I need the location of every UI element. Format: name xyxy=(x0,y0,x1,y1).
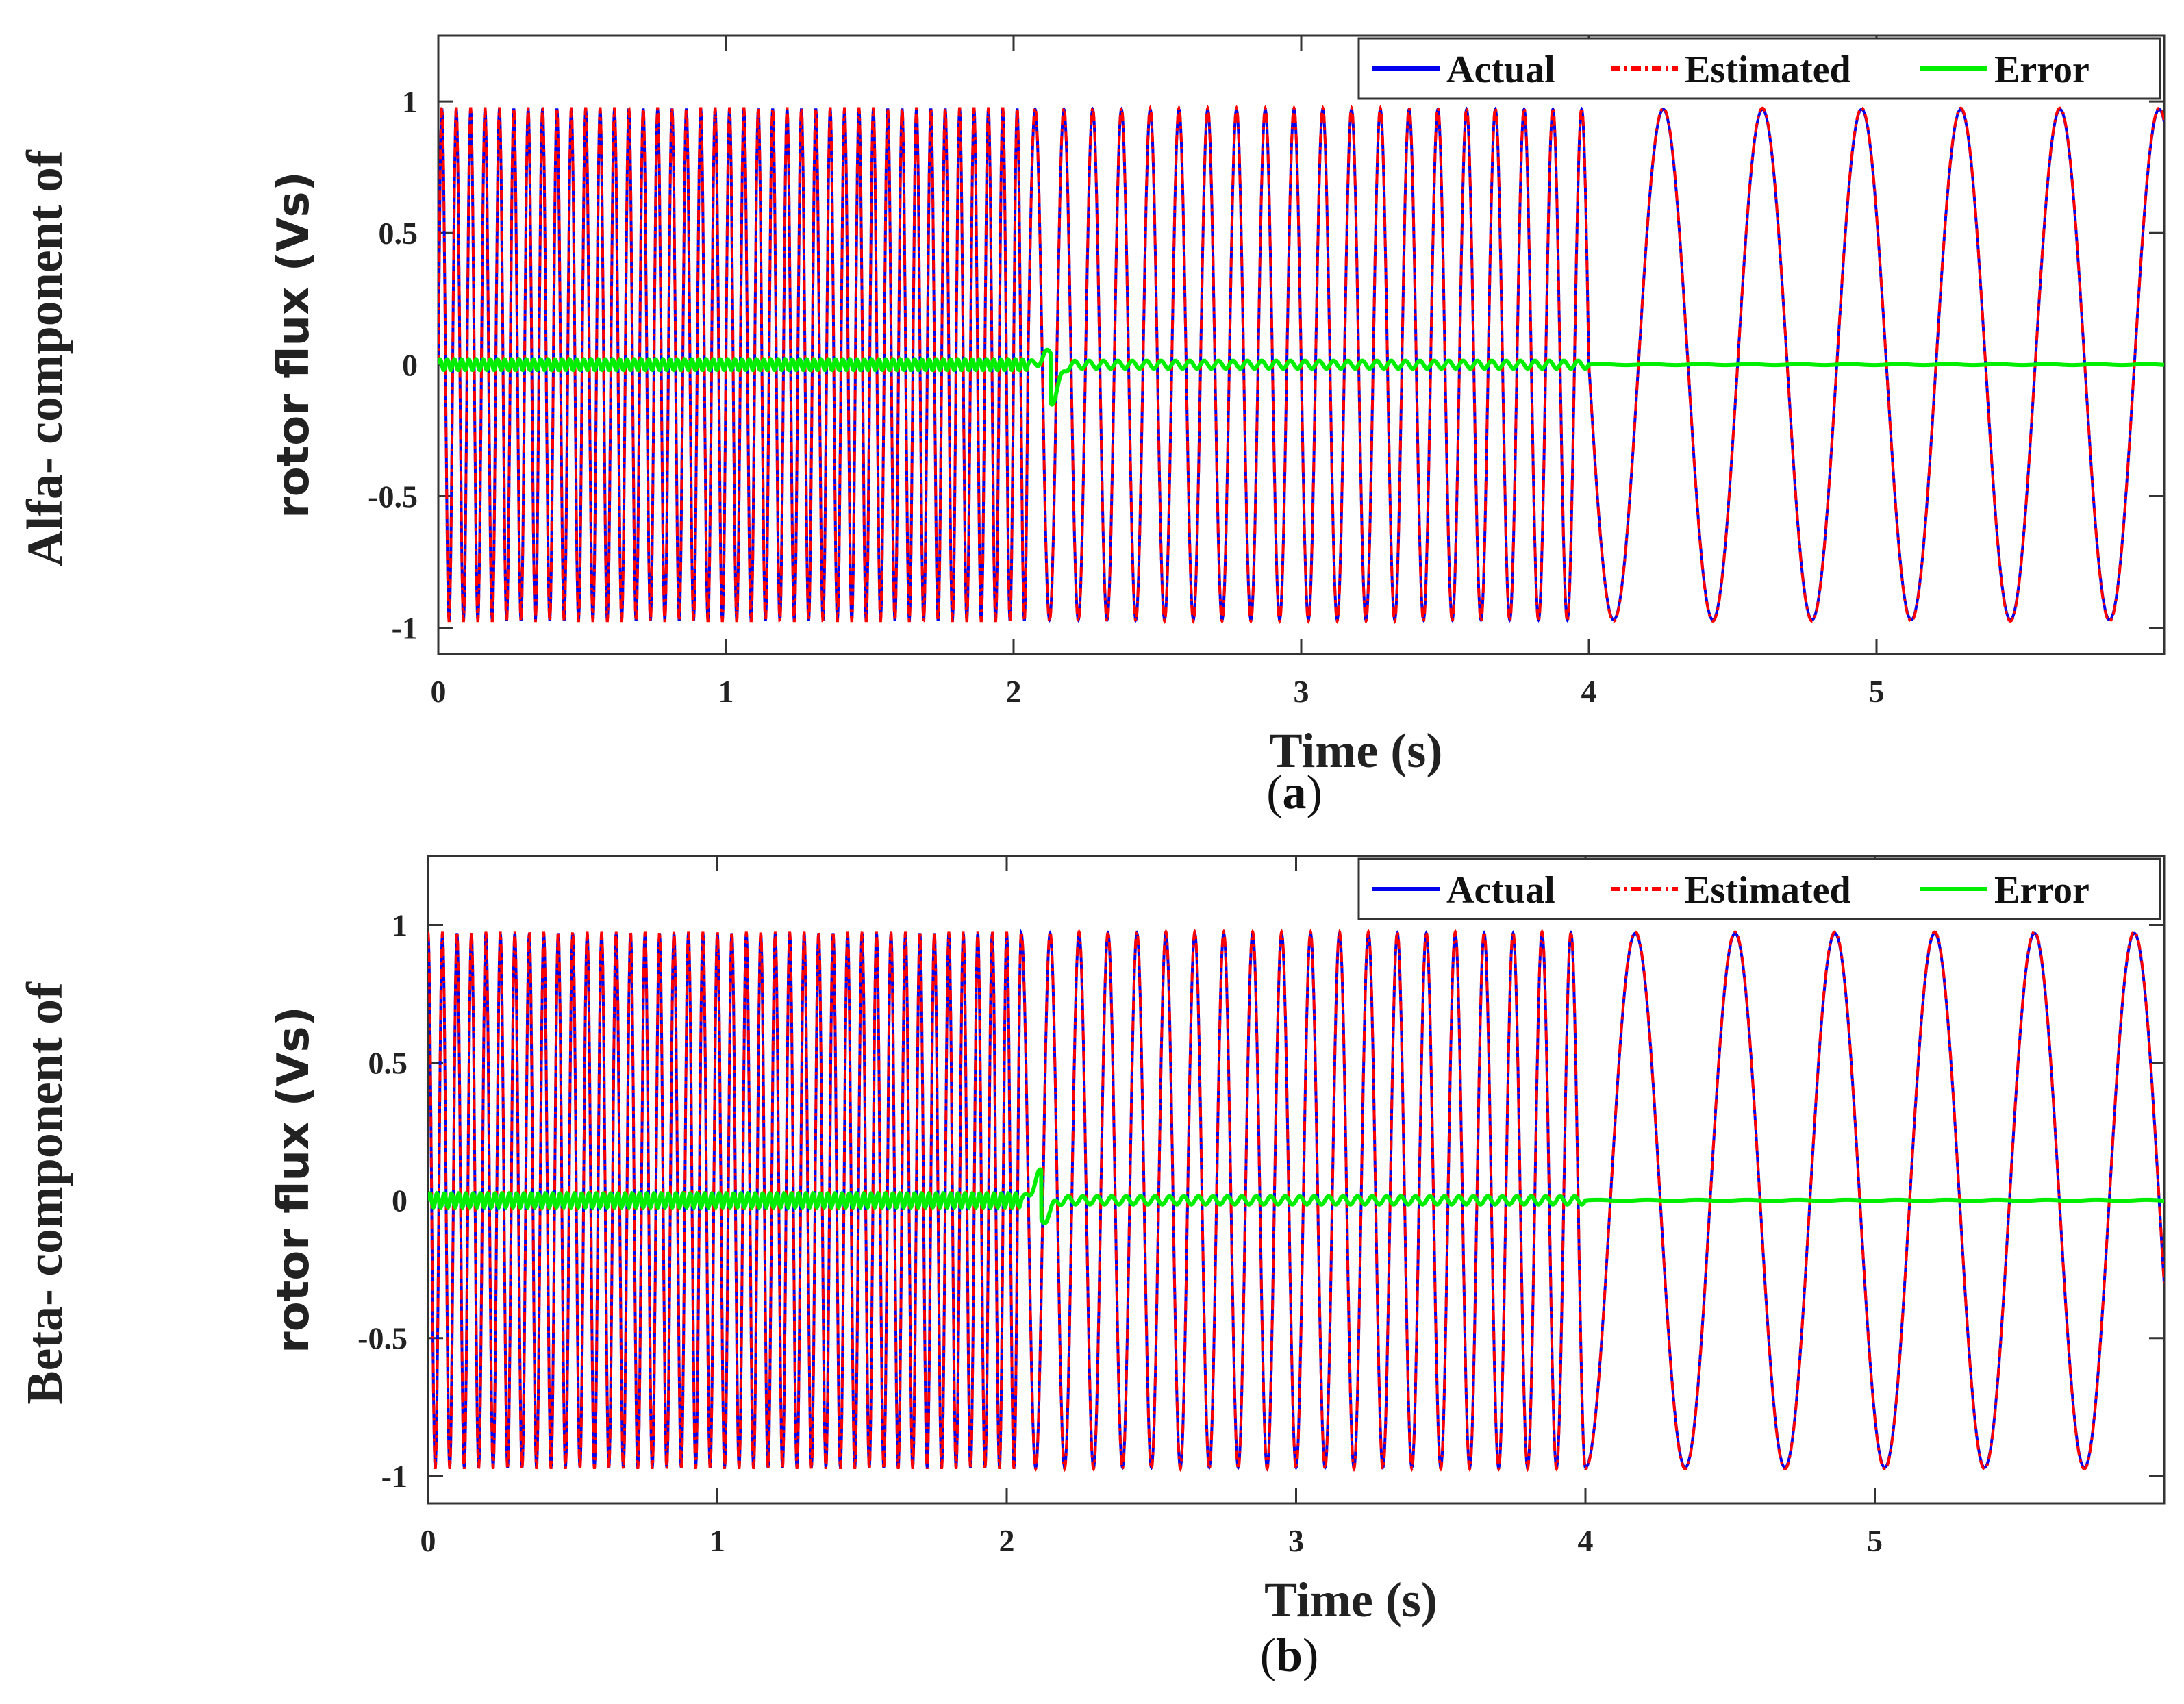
x-tick-label: 1 xyxy=(710,1523,725,1558)
caption-letter: a xyxy=(1283,766,1307,819)
x-tick-label: 1 xyxy=(718,674,734,709)
legend-label-estimated: Estimated xyxy=(1685,49,1851,91)
caption-open: ( xyxy=(1260,1629,1276,1682)
legend-label-actual: Actual xyxy=(1446,869,1555,912)
y-tick-label: 0.5 xyxy=(368,1046,408,1081)
chart-panel-a: 1 0.5 0 -0.5 -1 0 1 2 3 4 5 Actual Estimated Error Tim… xyxy=(17,34,2166,819)
legend-label-actual: Actual xyxy=(1446,49,1555,91)
chart-panel-b: 1 0.5 0 -0.5 -1 0 1 2 3 4 5 Actual Estimated Error Tim… xyxy=(17,855,2166,1682)
x-tick-label: 4 xyxy=(1581,674,1597,709)
y-tick-label: 0 xyxy=(392,1183,407,1218)
series-lines xyxy=(428,927,2164,1473)
y-axis-label: rotor flux (Vs) xyxy=(268,171,319,518)
y-tick-label: 0 xyxy=(402,347,418,382)
legend: Actual Estimated Error xyxy=(1357,857,2161,920)
x-tick-label: 3 xyxy=(1294,674,1309,709)
caption-letter: b xyxy=(1276,1629,1303,1682)
y-tick-label: -0.5 xyxy=(357,1321,407,1356)
legend-label-estimated: Estimated xyxy=(1685,869,1851,912)
panel-caption: (b) xyxy=(1260,1629,1319,1682)
caption-open: ( xyxy=(1266,766,1282,819)
x-tick-label: 2 xyxy=(1006,674,1022,709)
legend: Actual Estimated Error xyxy=(1357,37,2161,100)
y-tick-label: 0.5 xyxy=(379,216,418,251)
x-tick-label: 5 xyxy=(1869,674,1885,709)
outer-y-label: Beta- component of xyxy=(17,981,73,1405)
y-tick-label: -0.5 xyxy=(368,479,418,514)
series-line-error xyxy=(438,347,2164,407)
x-tick-label: 0 xyxy=(421,1523,436,1558)
x-tick-label: 5 xyxy=(1867,1523,1883,1558)
legend-box xyxy=(1357,857,2161,920)
legend-label-error: Error xyxy=(1994,49,2089,91)
y-tick-label: -1 xyxy=(392,611,418,646)
x-tick-label: 3 xyxy=(1288,1523,1304,1558)
x-tick-label: 2 xyxy=(999,1523,1015,1558)
caption-close: ) xyxy=(1303,1629,1318,1682)
y-tick-label: 1 xyxy=(392,908,407,943)
legend-label-error: Error xyxy=(1994,869,2089,912)
y-tick-label: -1 xyxy=(381,1459,407,1494)
series-line-error xyxy=(428,1167,2164,1225)
x-axis-label: Time (s) xyxy=(1264,1573,1438,1627)
y-axis-label: rotor flux (Vs) xyxy=(268,1006,319,1353)
series-line-estimated xyxy=(428,927,2164,1473)
series-lines xyxy=(438,105,2164,624)
outer-y-label: Alfa- component of xyxy=(17,149,73,567)
x-tick-label: 4 xyxy=(1578,1523,1594,1558)
panel-caption: (a) xyxy=(1266,766,1322,819)
y-tick-label: 1 xyxy=(402,84,418,119)
x-axis-label: Time (s) xyxy=(1270,723,1443,778)
x-tick-label: 0 xyxy=(431,674,447,709)
legend-box xyxy=(1357,37,2161,100)
caption-close: ) xyxy=(1307,766,1322,819)
